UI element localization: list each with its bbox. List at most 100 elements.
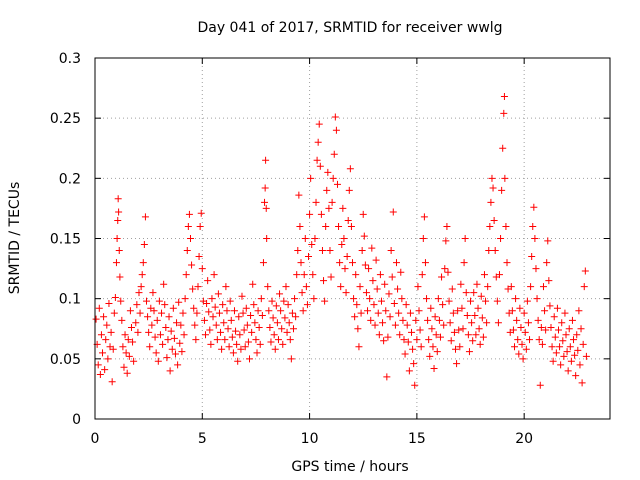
data-point [257, 295, 265, 303]
data-point [105, 299, 113, 307]
data-point [414, 283, 422, 291]
data-point [345, 186, 353, 194]
data-point [436, 333, 444, 341]
data-point [251, 319, 259, 327]
data-point [390, 299, 398, 307]
data-point [223, 307, 231, 315]
data-point [170, 334, 178, 342]
data-point [113, 235, 121, 242]
data-point [202, 331, 210, 339]
data-point [256, 340, 264, 348]
data-point [95, 304, 103, 312]
data-point [371, 321, 379, 329]
data-point [218, 345, 226, 353]
data-point [357, 309, 365, 317]
data-point [447, 337, 455, 345]
data-point [96, 370, 104, 378]
data-point [250, 301, 258, 309]
data-point [238, 292, 246, 300]
data-point [151, 333, 159, 341]
data-point [385, 290, 393, 298]
data-point [454, 307, 462, 315]
data-point [453, 360, 461, 368]
data-point [217, 328, 225, 336]
data-point [262, 204, 270, 212]
data-point [349, 259, 356, 267]
data-point [404, 338, 412, 346]
data-point [567, 357, 575, 365]
data-point [524, 319, 532, 327]
data-point [555, 326, 562, 334]
data-point [402, 301, 410, 309]
x-tick-label: 15 [408, 431, 426, 447]
data-point [537, 324, 545, 332]
data-point [180, 331, 188, 339]
data-point [166, 367, 174, 375]
data-point [336, 259, 344, 267]
data-point [191, 321, 199, 329]
data-point [497, 235, 505, 242]
data-point [376, 271, 384, 279]
data-point [488, 174, 496, 182]
data-point [375, 331, 383, 339]
data-point [461, 235, 469, 242]
data-point [412, 316, 420, 324]
data-point [213, 336, 221, 344]
data-point [264, 283, 272, 291]
data-point [194, 283, 202, 291]
data-point [565, 325, 573, 333]
data-point [405, 367, 413, 375]
data-point [249, 280, 257, 288]
data-point [258, 312, 266, 320]
data-point [195, 253, 203, 261]
data-point [188, 261, 196, 269]
data-point [416, 326, 424, 334]
data-point [160, 280, 168, 288]
data-point [556, 343, 564, 351]
data-point [135, 289, 143, 297]
data-point [146, 343, 154, 351]
y-tick-label: 0.3 [59, 51, 81, 67]
data-point [239, 309, 247, 317]
data-point [226, 297, 234, 305]
data-point [138, 271, 146, 279]
data-point [312, 198, 320, 206]
data-point [261, 198, 269, 206]
data-point [535, 336, 543, 344]
data-point [288, 309, 296, 317]
data-point [340, 235, 348, 242]
data-point [389, 208, 397, 216]
data-point [444, 268, 452, 276]
data-point [571, 351, 579, 359]
data-point [168, 345, 176, 353]
data-point [435, 316, 443, 324]
data-point [286, 336, 294, 344]
data-point [277, 307, 285, 315]
data-point [132, 319, 140, 327]
data-point [581, 267, 589, 275]
data-point [352, 271, 360, 279]
x-tick-label: 5 [198, 431, 207, 447]
data-point [200, 316, 208, 324]
data-point [176, 339, 184, 347]
data-point [449, 309, 457, 317]
data-point [317, 210, 325, 218]
data-point [579, 340, 587, 348]
data-point [514, 336, 522, 344]
data-point [289, 325, 297, 333]
data-point [158, 309, 166, 317]
data-point [321, 297, 329, 305]
data-point [324, 168, 332, 176]
data-point [487, 198, 495, 206]
data-point [495, 271, 503, 279]
data-point [332, 126, 340, 134]
data-point [230, 307, 238, 315]
data-point [441, 265, 449, 273]
data-point [433, 348, 441, 356]
data-point [171, 350, 179, 358]
data-point [224, 325, 232, 333]
data-point [117, 297, 125, 305]
y-tick-label: 0 [72, 412, 81, 428]
data-point [359, 210, 367, 218]
data-point [327, 273, 335, 281]
